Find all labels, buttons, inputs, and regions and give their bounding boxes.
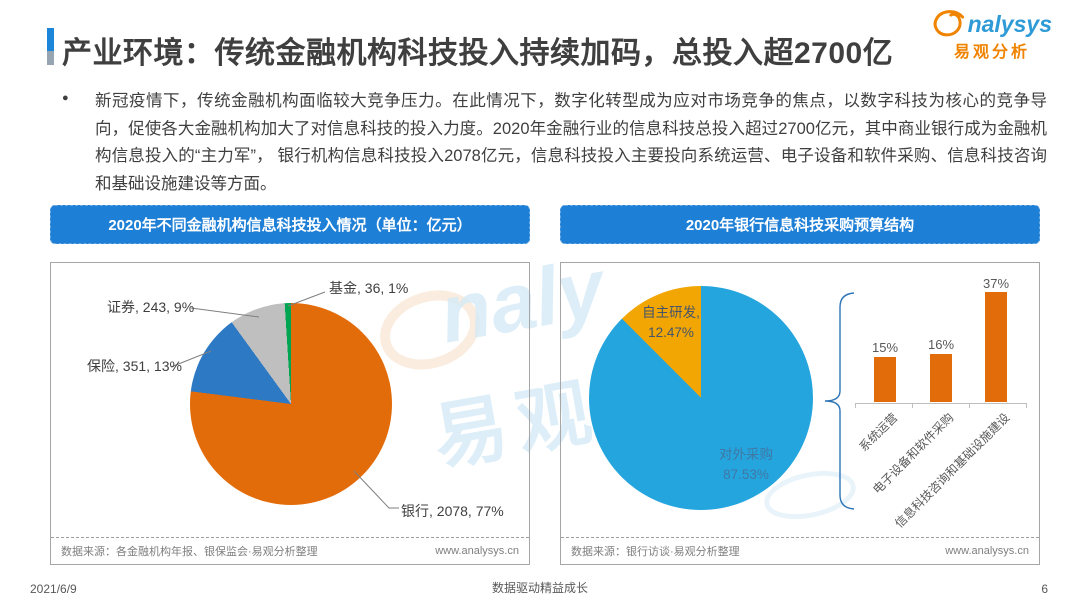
- analysys-logo: nalysys 易观分析: [932, 8, 1052, 62]
- footer-slogan: 数据驱动精益成长: [491, 581, 588, 595]
- right-source-text: 数据来源：银行访谈·易观分析整理: [571, 546, 740, 558]
- right-panel-footer: 数据来源：银行访谈·易观分析整理 www.analysys.cn: [561, 537, 1039, 564]
- inhouse-name: 自主研发,: [642, 305, 700, 320]
- axis-tick: [969, 404, 970, 408]
- footer-page-number: 6: [1041, 582, 1048, 596]
- left-website-text: www.analysys.cn: [435, 545, 519, 557]
- bullet-icon: ●: [62, 92, 69, 104]
- bar-consulting: [985, 292, 1007, 402]
- axis-tick: [855, 404, 856, 408]
- bar-x-axis: [855, 403, 1027, 404]
- left-chart-title: 2020年不同金融机构信息科技投入情况（单位：亿元）: [50, 205, 530, 244]
- pie-label-fund: 基金, 36, 1%: [329, 280, 409, 296]
- inhouse-pct: 12.47%: [648, 325, 694, 340]
- bar-value-3: 37%: [982, 276, 1010, 291]
- bar-value-1: 15%: [871, 340, 899, 355]
- intro-paragraph: 新冠疫情下，传统金融机构面临较大竞争压力。在此情况下，数字化转型成为应对市场竞争…: [95, 92, 1047, 193]
- pie-label-insurance: 保险, 351, 13%: [87, 358, 182, 374]
- analysys-logo-cn: 易观分析: [953, 44, 1030, 61]
- left-panel-footer: 数据来源：各金融机构年报、银保监会·易观分析整理 www.analysys.cn: [51, 537, 529, 564]
- page-title: 产业环境：传统金融机构科技投入持续加码，总投入超2700亿: [62, 37, 894, 70]
- bar-system-ops: [874, 357, 896, 402]
- right-website-text: www.analysys.cn: [945, 545, 1029, 557]
- title-accent-bar: [47, 28, 54, 65]
- bar-value-2: 16%: [927, 337, 955, 352]
- pie-label-securities: 证券, 243, 9%: [107, 299, 195, 315]
- analysys-logo-text: nalysys: [967, 10, 1052, 37]
- pie-label-bank: 银行, 2078, 77%: [401, 503, 504, 519]
- left-chart-panel: 基金, 36, 1% 证券, 243, 9% 保险, 351, 13% 银行, …: [50, 262, 530, 565]
- right-chart-title: 2020年银行信息科技采购预算结构: [560, 205, 1040, 244]
- footer-date: 2021/6/9: [30, 582, 77, 596]
- outsourced-pct: 87.53%: [723, 467, 769, 482]
- outsourced-name: 对外采购: [719, 447, 773, 462]
- axis-tick: [1026, 404, 1027, 408]
- pie-label-outsourced: 对外采购 87.53%: [706, 445, 786, 485]
- axis-tick: [912, 404, 913, 408]
- bar-equipment: [930, 354, 952, 402]
- pie-label-inhouse: 自主研发, 12.47%: [621, 303, 721, 343]
- left-source-text: 数据来源：各金融机构年报、银保监会·易观分析整理: [61, 546, 318, 558]
- institutions-pie-chart: [190, 303, 392, 505]
- analysys-logo-swirl-icon: [933, 10, 965, 37]
- right-chart-panel: 自主研发, 12.47% 对外采购 87.53% 15% 16% 37% 系统运…: [560, 262, 1040, 565]
